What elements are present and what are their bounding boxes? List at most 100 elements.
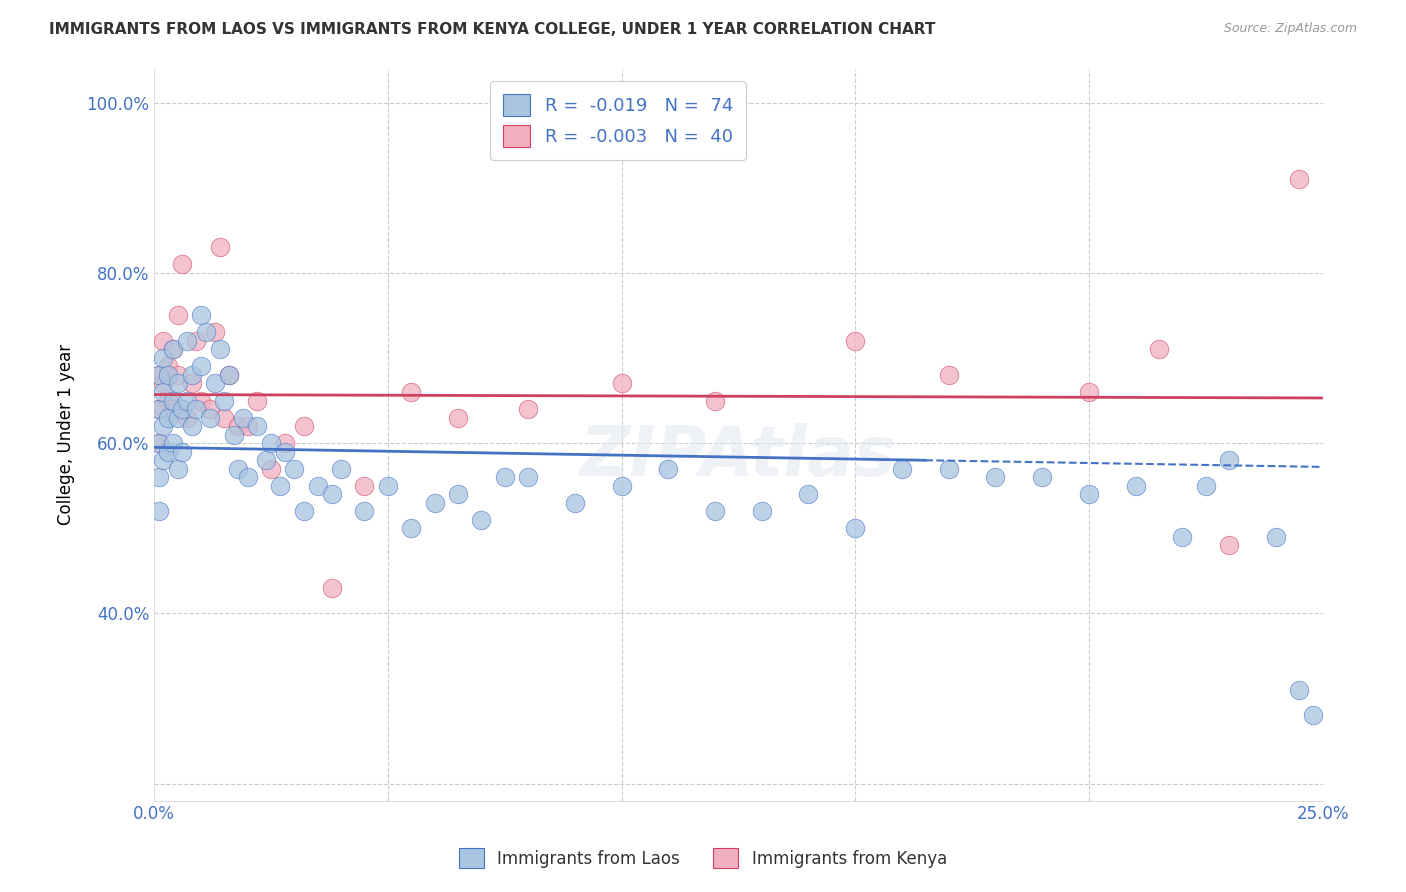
Point (274, 444, 297, 458)
Point (269, 478, 291, 492)
Point (148, 504, 170, 518)
Point (162, 343, 184, 357)
Point (321, 581, 343, 595)
Point (657, 461, 679, 475)
Point (148, 402, 170, 417)
Point (236, 470, 259, 484)
Point (321, 487, 343, 501)
Point (148, 436, 170, 450)
Point (152, 384, 174, 399)
Point (148, 368, 170, 382)
Point (166, 309, 188, 323)
Point (180, 419, 202, 434)
Point (844, 334, 866, 348)
Point (157, 359, 180, 374)
Point (274, 436, 297, 450)
Point (1302, 708, 1324, 723)
Point (218, 368, 240, 382)
Point (1288, 172, 1310, 186)
Point (517, 470, 540, 484)
Point (162, 436, 184, 450)
Point (148, 436, 170, 450)
Point (470, 513, 492, 527)
Point (166, 376, 188, 391)
Point (236, 419, 259, 434)
Point (190, 393, 212, 408)
Point (292, 504, 315, 518)
Point (180, 368, 202, 382)
Point (232, 410, 254, 425)
Point (226, 461, 249, 475)
Point (180, 376, 202, 391)
Legend: R =  -0.019   N =  74, R =  -0.003   N =  40: R = -0.019 N = 74, R = -0.003 N = 40 (491, 81, 745, 160)
Point (844, 521, 866, 535)
Point (190, 309, 212, 323)
Point (1288, 682, 1310, 697)
Point (157, 368, 180, 382)
Point (610, 478, 633, 492)
Point (204, 326, 226, 340)
Point (447, 410, 470, 425)
Point (797, 487, 820, 501)
Point (148, 470, 170, 484)
Point (307, 478, 329, 492)
Point (157, 444, 180, 458)
Point (166, 410, 188, 425)
Point (186, 334, 208, 348)
Point (330, 461, 353, 475)
Point (423, 496, 446, 510)
Point (190, 359, 212, 374)
Point (564, 496, 586, 510)
Point (200, 410, 222, 425)
Point (517, 402, 540, 417)
Point (260, 436, 283, 450)
Point (260, 461, 283, 475)
Point (152, 376, 174, 391)
Point (166, 368, 188, 382)
Point (494, 470, 516, 484)
Point (176, 334, 198, 348)
Point (353, 478, 375, 492)
Point (283, 461, 305, 475)
Point (984, 470, 1007, 484)
Point (222, 427, 245, 442)
Point (292, 419, 315, 434)
Point (1147, 343, 1170, 357)
Point (176, 393, 198, 408)
Point (353, 504, 375, 518)
Point (152, 419, 174, 434)
Point (152, 334, 174, 348)
Point (704, 393, 727, 408)
Point (890, 461, 912, 475)
Point (399, 384, 422, 399)
Point (226, 419, 249, 434)
Point (1077, 487, 1099, 501)
Point (148, 402, 170, 417)
Point (214, 410, 236, 425)
Point (166, 461, 188, 475)
Point (152, 351, 174, 365)
Point (377, 478, 399, 492)
Point (162, 343, 184, 357)
Point (254, 453, 277, 467)
Point (1077, 384, 1099, 399)
Point (610, 376, 633, 391)
Point (152, 453, 174, 467)
Point (218, 368, 240, 382)
Point (751, 504, 773, 518)
Point (1195, 478, 1218, 492)
Point (176, 410, 198, 425)
Point (246, 419, 269, 434)
Point (1031, 470, 1053, 484)
Text: Source: ZipAtlas.com: Source: ZipAtlas.com (1223, 22, 1357, 36)
Point (1264, 530, 1286, 544)
Point (1218, 453, 1240, 467)
Point (214, 393, 236, 408)
Point (194, 326, 217, 340)
Point (399, 521, 422, 535)
Point (208, 343, 231, 357)
Point (1171, 530, 1194, 544)
Point (204, 376, 226, 391)
Point (704, 504, 727, 518)
Point (1125, 478, 1147, 492)
